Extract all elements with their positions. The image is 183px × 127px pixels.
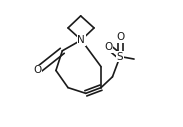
Text: N: N [77,35,85,45]
Text: O: O [104,42,113,52]
Text: O: O [33,66,42,75]
Text: S: S [117,52,123,61]
Text: O: O [116,33,124,42]
